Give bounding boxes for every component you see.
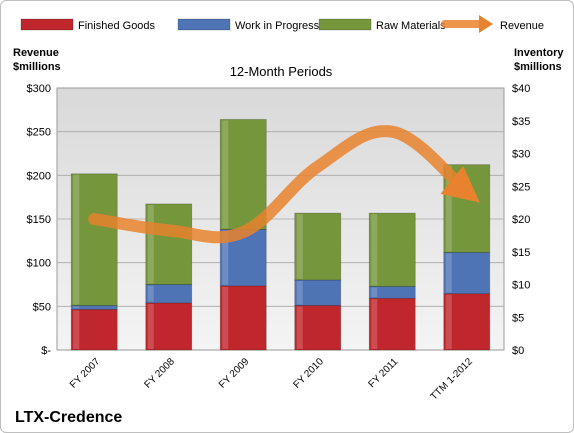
right-tick-label: $35 bbox=[512, 116, 530, 128]
legend-swatch bbox=[177, 18, 231, 31]
chart-title: 12-Month Periods bbox=[230, 64, 333, 79]
left-axis-title-line1: Revenue bbox=[13, 47, 59, 59]
bar-highlight bbox=[445, 165, 452, 252]
bar-highlight bbox=[296, 280, 303, 305]
legend-label: Finished Goods bbox=[78, 20, 156, 32]
left-tick-label: $250 bbox=[27, 127, 51, 139]
left-tick-label: $200 bbox=[27, 170, 51, 182]
legend-label: Raw Materials bbox=[376, 20, 446, 32]
x-tick-label: FY 2007 bbox=[68, 356, 103, 391]
bar-finished-goods bbox=[70, 308, 118, 351]
bar-raw-materials bbox=[70, 173, 118, 306]
bar-work-in-progress bbox=[294, 279, 342, 306]
bar-work-in-progress bbox=[443, 252, 491, 295]
bar-highlight bbox=[371, 299, 378, 349]
legend-revenue-arrowhead bbox=[479, 15, 493, 33]
left-tick-label: $100 bbox=[27, 258, 51, 270]
left-axis-title-line2: $millions bbox=[13, 61, 61, 73]
legend-label: Work in Progress bbox=[235, 20, 320, 32]
bar-finished-goods bbox=[443, 293, 491, 351]
bar-raw-materials bbox=[145, 203, 193, 285]
x-tick-label: FY 2009 bbox=[217, 356, 252, 391]
legend: Finished Goods Work in Progress Raw Materi… bbox=[20, 15, 544, 33]
right-tick-label: $15 bbox=[512, 247, 530, 259]
bar-highlight bbox=[296, 214, 303, 279]
right-tick-label: $10 bbox=[512, 280, 530, 292]
left-tick-label: $50 bbox=[33, 301, 51, 313]
bar-highlight bbox=[147, 285, 154, 302]
right-tick-label: $40 bbox=[512, 83, 530, 95]
company-name: LTX-Credence bbox=[15, 409, 122, 426]
bar-highlight bbox=[73, 310, 80, 349]
left-tick-label: $- bbox=[41, 345, 51, 357]
right-axis-title-line2: $millions bbox=[514, 61, 562, 73]
bar-highlight bbox=[73, 306, 80, 309]
right-tick-label: $30 bbox=[512, 149, 530, 161]
left-tick-label: $150 bbox=[27, 214, 51, 226]
bar-raw-materials bbox=[294, 212, 342, 281]
bar-highlight bbox=[371, 214, 378, 286]
bar-finished-goods bbox=[294, 305, 342, 351]
bar-highlight bbox=[296, 306, 303, 349]
bars bbox=[70, 119, 491, 351]
bar-highlight bbox=[222, 230, 229, 285]
right-tick-label: $25 bbox=[512, 181, 530, 193]
x-tick-label: TTM 1-2012 bbox=[429, 356, 476, 403]
right-axis-title-line1: Inventory bbox=[514, 47, 564, 59]
x-ticks: FY 2007 FY 2008 FY 2009 FY 2010 FY 2011 TTM 1… bbox=[68, 356, 475, 403]
bar-highlight bbox=[222, 286, 229, 349]
bar-highlight bbox=[371, 287, 378, 298]
bar-raw-materials bbox=[368, 212, 416, 287]
right-ticks: $40 $35 $30 $25 $20 $15 $10 $5 $0 bbox=[512, 83, 530, 357]
legend-swatch bbox=[318, 18, 372, 31]
bar-highlight bbox=[73, 174, 80, 305]
revenue-line bbox=[88, 125, 480, 244]
x-tick-label: FY 2008 bbox=[142, 356, 177, 391]
left-tick-label: $300 bbox=[27, 83, 51, 95]
x-tick-label: FY 2010 bbox=[291, 356, 326, 391]
x-tick-label: FY 2011 bbox=[367, 356, 401, 390]
bar-finished-goods bbox=[368, 297, 416, 351]
bar-highlight bbox=[222, 120, 229, 229]
legend-label: Revenue bbox=[500, 20, 544, 32]
left-ticks: $300 $250 $200 $150 $100 $50 $- bbox=[27, 83, 52, 357]
legend-swatch bbox=[20, 18, 74, 31]
gridlines bbox=[57, 131, 504, 307]
right-tick-label: $5 bbox=[512, 312, 524, 324]
bar-highlight bbox=[445, 294, 452, 349]
right-tick-label: $20 bbox=[512, 214, 530, 226]
right-tick-label: $0 bbox=[512, 345, 524, 357]
bar-finished-goods bbox=[219, 285, 267, 351]
bar-highlight bbox=[147, 303, 154, 349]
bar-highlight bbox=[445, 253, 452, 293]
bar-highlight bbox=[147, 204, 154, 284]
